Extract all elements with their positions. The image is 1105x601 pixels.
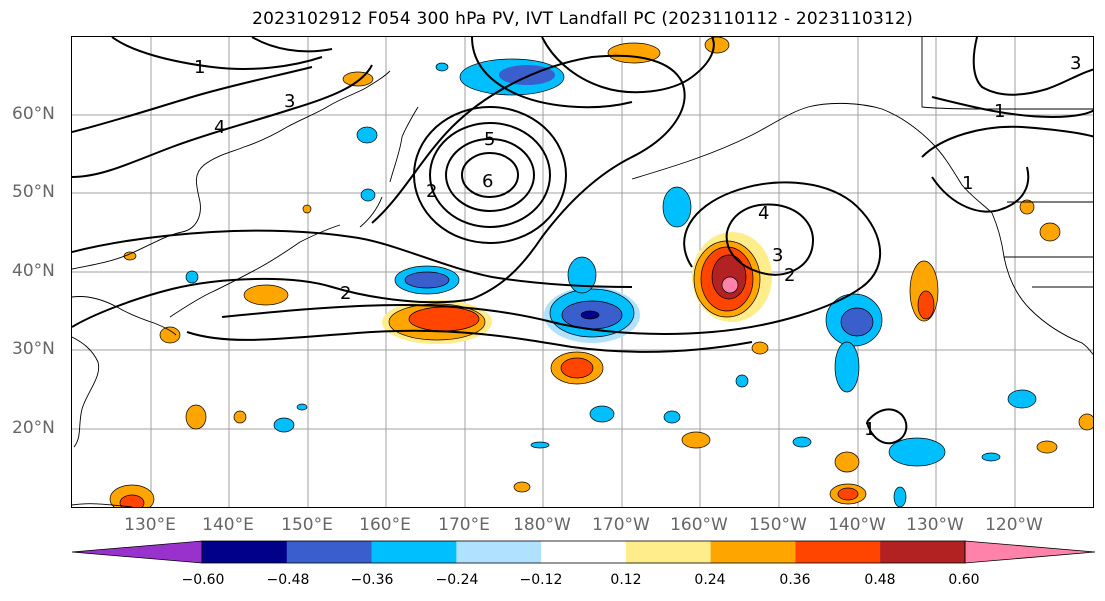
colorbar-cell [371,541,457,563]
contour-label: 4 [758,203,769,224]
lon-label-130e: 130°E [124,515,176,535]
lon-label-120w: 120°W [985,515,1043,535]
contour-label: 4 [214,117,225,138]
contour-label: 1 [994,101,1005,122]
negative-anomalies [185,58,1037,507]
lon-label-130w: 130°W [906,515,964,535]
colorbar-cell [202,541,288,563]
colorbar-tick: 0.60 [948,572,980,588]
colorbar-frame [201,540,966,564]
contour-label: 3 [1070,53,1081,74]
lat-label-30n: 30°N [12,339,55,359]
colorbar-extend-high [964,540,1096,564]
lon-label-160w: 160°W [670,515,728,535]
colorbar-tick: −0.36 [350,572,394,588]
colorbar-tick: −0.60 [181,572,225,588]
lon-label-180w: 180°W [513,515,571,535]
colorbar-tick: 0.24 [694,572,726,588]
contour-label: 1 [194,57,205,78]
lat-label-20n: 20°N [12,418,55,438]
colorbar-cell [541,541,627,563]
coastlines [72,37,1093,507]
map-panel: 1 3 4 5 6 2 2 3 4 1 1 2 1 3 [71,36,1094,508]
colorbar-cell [625,541,712,563]
map-title: 2023102912 F054 300 hPa PV, IVT Landfall… [252,9,913,29]
lat-label-60n: 60°N [12,104,55,124]
contour-label: 2 [784,265,795,286]
lon-label-170w: 170°W [592,515,650,535]
map-canvas: 1 3 4 5 6 2 2 3 4 1 1 2 1 3 [72,37,1093,507]
pv-contours [72,37,1093,445]
contour-label: 1 [962,173,973,194]
lon-label-150w: 150°W [749,515,807,535]
colorbar-cell [880,541,966,563]
colorbar-tick: −0.12 [519,572,563,588]
contour-labels: 1 3 4 5 6 2 2 3 4 1 1 2 1 3 [194,53,1081,440]
colorbar-cell [795,541,881,563]
contour-label: 5 [484,129,495,150]
colorbar [71,540,1096,564]
colorbar-extend-low [71,540,203,564]
colorbar-tick: 0.36 [779,572,811,588]
colorbar-tick: −0.48 [266,572,310,588]
colorbar-tick: −0.24 [435,572,479,588]
lat-label-50n: 50°N [12,182,55,202]
contour-label: 3 [284,91,295,112]
colorbar-tick: 0.48 [864,572,896,588]
lon-label-160e: 160°E [359,515,411,535]
contour-label: 2 [340,283,351,304]
colorbar-cell [456,541,542,563]
lon-label-140e: 140°E [202,515,254,535]
contour-label: 2 [426,181,437,202]
contour-label: 3 [772,245,783,266]
contour-label: 6 [482,171,493,192]
lat-label-40n: 40°N [12,261,55,281]
colorbar-tick: 0.12 [610,572,642,588]
colorbar-cell [286,541,373,563]
contour-label: 1 [864,419,875,440]
lon-label-150e: 150°E [281,515,333,535]
lon-label-140w: 140°W [828,515,886,535]
lon-label-170e: 170°E [438,515,490,535]
colorbar-cell [710,541,796,563]
